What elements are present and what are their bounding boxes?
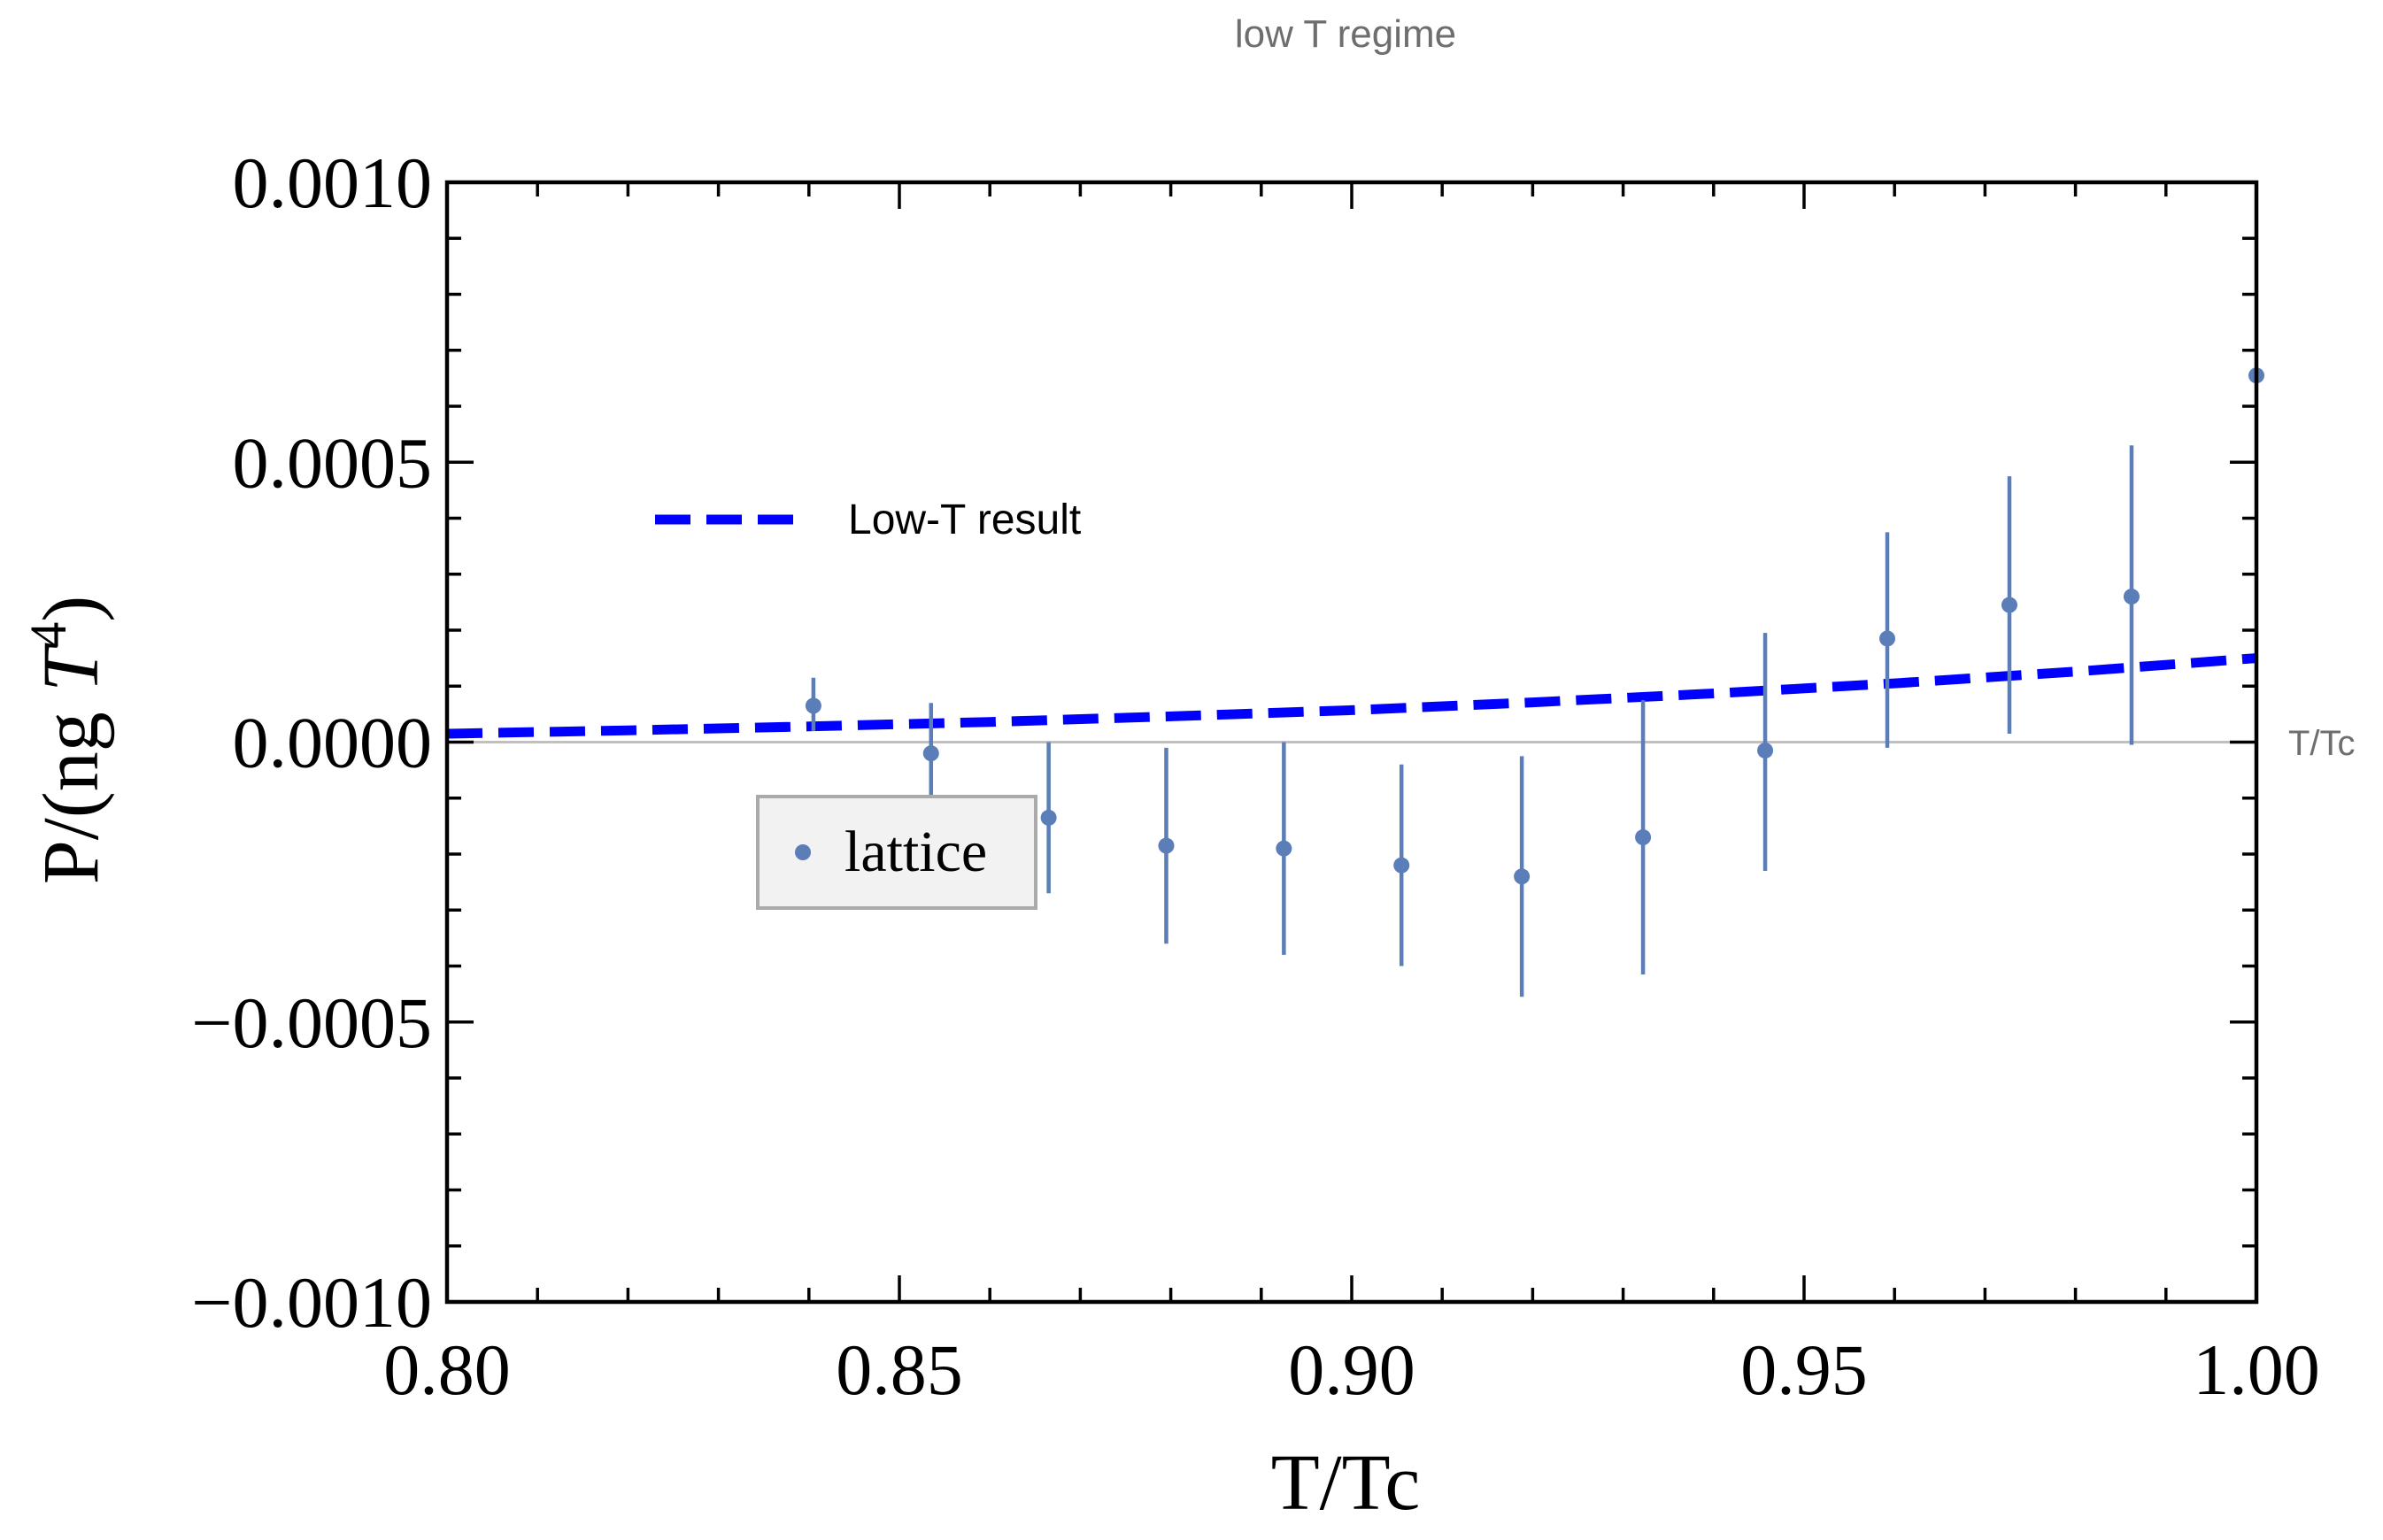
lattice-point bbox=[1276, 840, 1292, 857]
x-tick-label: 0.95 bbox=[1740, 1329, 1868, 1410]
legend-lattice: lattice bbox=[756, 795, 1037, 910]
chart-title: low T regime bbox=[1235, 12, 1456, 56]
lattice-point bbox=[1635, 829, 1652, 846]
lattice-point bbox=[1158, 837, 1175, 854]
y-tick-label: −0.0005 bbox=[191, 982, 432, 1063]
legend-low-t: Low-T result bbox=[655, 497, 1081, 543]
lattice-point bbox=[1040, 809, 1057, 826]
lattice-point bbox=[805, 697, 821, 714]
y-tick-label: −0.0010 bbox=[191, 1262, 432, 1343]
x-axis-label: T/Tc bbox=[1271, 1439, 1421, 1527]
legend-lattice-label: lattice bbox=[844, 820, 987, 884]
legend-lattice-marker bbox=[795, 844, 811, 860]
y-axis-label-suffix: ) bbox=[27, 596, 115, 622]
lattice-point bbox=[1757, 742, 1774, 758]
y-tick-label: 0.0010 bbox=[233, 142, 433, 223]
low-t-result-line bbox=[446, 653, 2257, 739]
x-tick-label: 0.90 bbox=[1288, 1329, 1415, 1410]
y-axis-label: P/(ng T4) bbox=[19, 596, 115, 885]
x-tick-label: 0.80 bbox=[383, 1329, 511, 1410]
lattice-point bbox=[2123, 589, 2140, 605]
lattice-point bbox=[922, 745, 939, 762]
y-axis-label-var: T bbox=[27, 643, 115, 692]
y-axis-label-prefix: P/(ng bbox=[27, 692, 115, 885]
axis-annotation: T/Tc bbox=[2288, 724, 2356, 763]
lattice-point bbox=[1514, 868, 1531, 885]
y-tick-label: 0.0000 bbox=[233, 703, 433, 783]
lattice-point bbox=[1393, 857, 1410, 874]
y-tick-label: 0.0005 bbox=[233, 422, 433, 503]
lattice-point bbox=[2001, 597, 2017, 613]
x-tick-label: 1.00 bbox=[2193, 1329, 2320, 1410]
lattice-point bbox=[1879, 630, 1896, 647]
y-axis-label-exp: 4 bbox=[19, 622, 77, 648]
legend-low-t-label: Low-T result bbox=[848, 497, 1081, 543]
x-tick-label: 0.85 bbox=[836, 1329, 963, 1410]
